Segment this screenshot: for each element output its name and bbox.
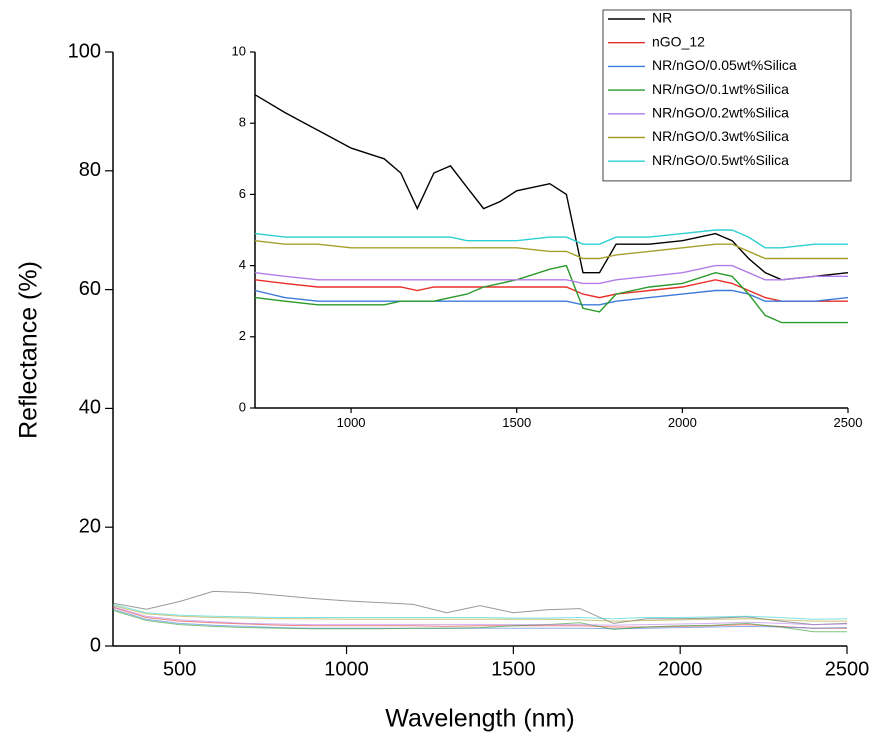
series-line (254, 229, 848, 249)
series-line (112, 603, 848, 620)
x-tick-label: 500 (163, 658, 196, 680)
y-tick-label: 40 (79, 397, 101, 419)
x-tick-label: 1000 (324, 658, 369, 680)
series-line (254, 289, 849, 306)
series-line (112, 590, 848, 626)
x-tick-label: 2500 (834, 415, 863, 430)
legend-label: NR/nGO/0.2wt%Silica (652, 105, 789, 121)
y-tick-label: 100 (68, 40, 101, 62)
x-tick-label: 1000 (337, 415, 366, 430)
series-line (112, 608, 848, 630)
y-tick-label: 0 (239, 399, 246, 414)
legend-label: NR/nGO/0.3wt%Silica (652, 128, 789, 144)
y-tick-label: 4 (239, 257, 246, 272)
series-line (254, 264, 848, 285)
y-axis-title: Reflectance (%) (15, 261, 43, 439)
series-line (112, 606, 847, 629)
x-tick-label: 1500 (491, 658, 536, 680)
series-line (112, 605, 847, 622)
x-tick-label: 2000 (658, 658, 703, 680)
y-tick-label: 2 (239, 328, 246, 343)
series-line (112, 609, 847, 633)
y-tick-label: 8 (239, 115, 246, 130)
x-axis-title: Wavelength (nm) (385, 705, 574, 733)
y-tick-label: 60 (79, 278, 101, 300)
y-tick-label: 20 (79, 515, 101, 537)
series-line (254, 94, 849, 281)
legend-label: nGO_12 (652, 33, 705, 49)
x-tick-label: 2500 (825, 658, 870, 680)
y-tick-label: 6 (239, 186, 246, 201)
legend-label: NR/nGO/0.05wt%Silica (652, 57, 797, 73)
series-line (112, 606, 848, 626)
x-tick-label: 1500 (502, 415, 531, 430)
legend-box (602, 9, 852, 182)
legend-label: NR/nGO/0.1wt%Silica (652, 81, 789, 97)
series-line (254, 264, 848, 324)
legend-label: NR/nGO/0.5wt%Silica (652, 152, 789, 168)
x-tick-label: 2000 (668, 415, 697, 430)
legend: NR nGO_12 NR/nGO/0.05wt%Silica NR/nGO/0.1wt… (602, 9, 852, 182)
y-tick-label: 10 (232, 43, 246, 58)
series-line (254, 240, 848, 260)
y-tick-label: 80 (79, 159, 101, 181)
y-tick-label: 0 (90, 634, 101, 656)
legend-label: NR (652, 10, 672, 26)
